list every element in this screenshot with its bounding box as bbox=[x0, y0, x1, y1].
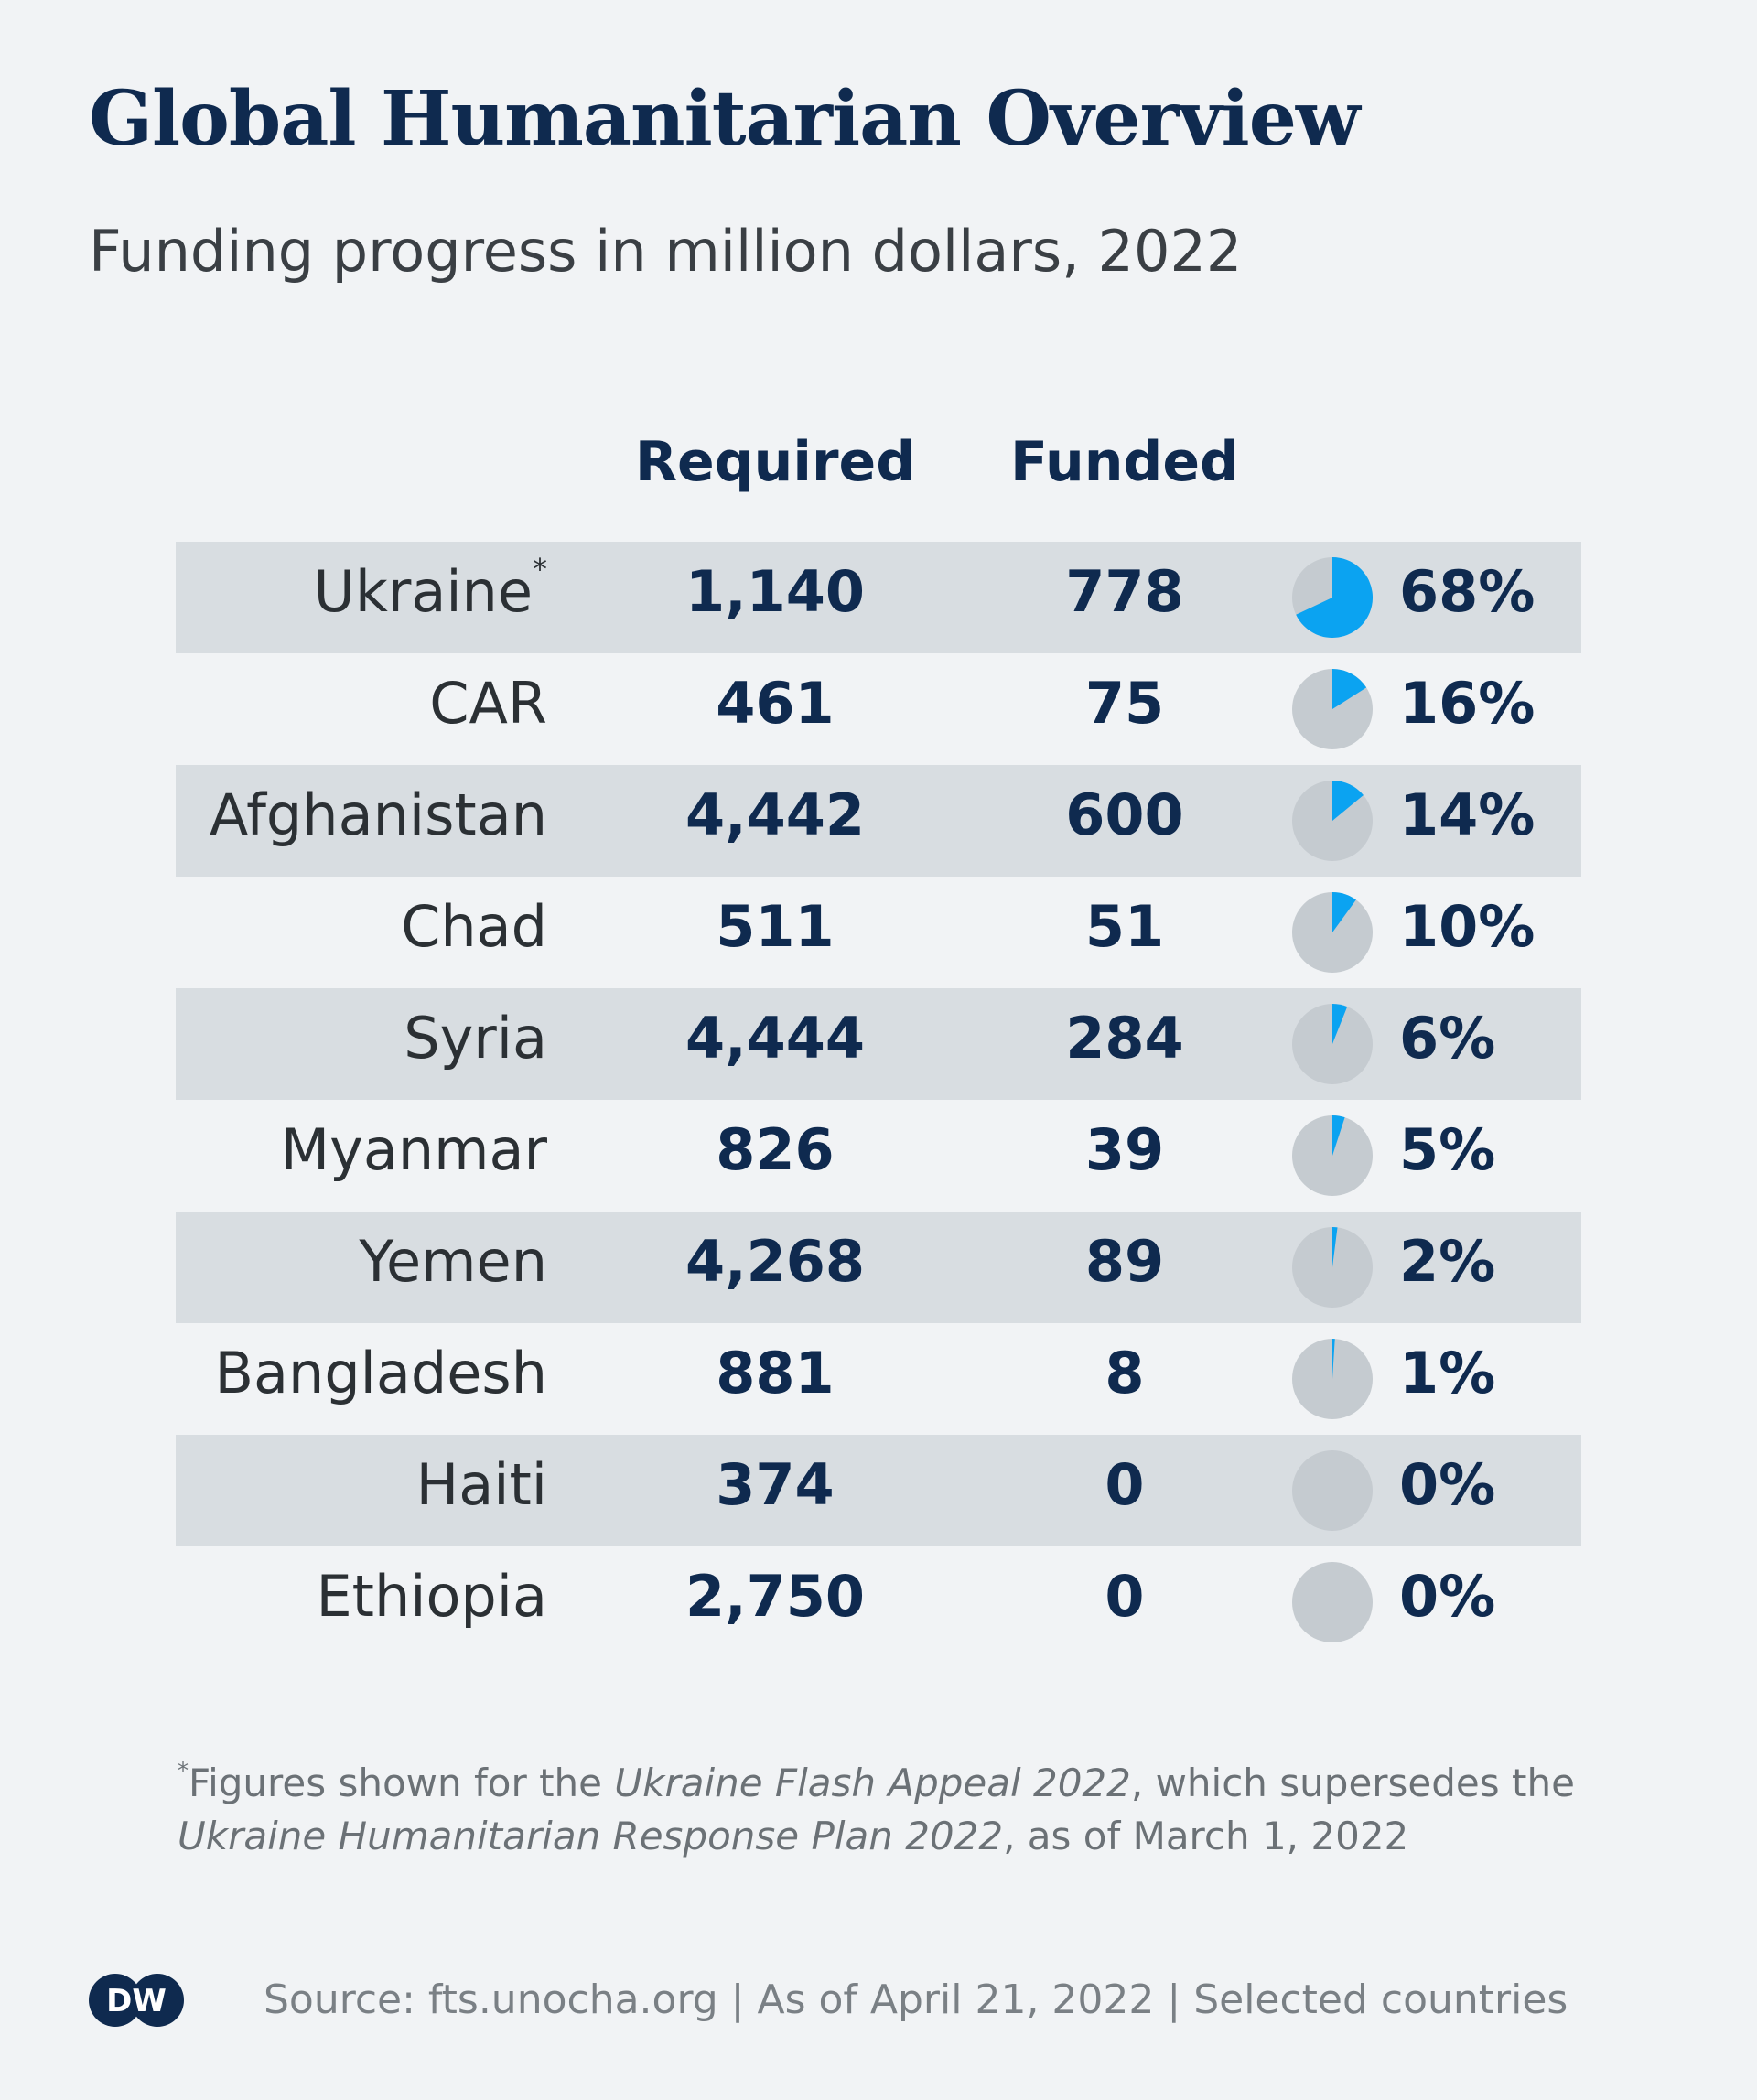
source-line: Source: fts.unocha.org | As of April 21,… bbox=[264, 1976, 1568, 2023]
country-name: Myanmar bbox=[280, 1116, 547, 1183]
funded-percent: 14% bbox=[1399, 781, 1536, 848]
funded-percent: 0% bbox=[1399, 1451, 1496, 1518]
funding-pie bbox=[1292, 892, 1373, 973]
country-label: Ukraine* bbox=[176, 542, 547, 653]
footnote-marker: * bbox=[178, 1758, 189, 1783]
funded-value: 75 bbox=[1084, 670, 1165, 737]
funded-percent: 2% bbox=[1399, 1228, 1496, 1295]
country-label: Syria bbox=[176, 988, 547, 1100]
funding-pie bbox=[1292, 1562, 1373, 1642]
footnote: *Figures shown for the Ukraine Flash App… bbox=[178, 1757, 1605, 1863]
table-row: Myanmar 826 39 5% bbox=[176, 1100, 1581, 1212]
table-row: Haiti 374 0 0% bbox=[176, 1435, 1581, 1546]
required-value: 2,750 bbox=[684, 1563, 866, 1630]
footnote-marker: * bbox=[533, 552, 547, 587]
country-name: Haiti bbox=[415, 1451, 547, 1518]
pie-background bbox=[1292, 1562, 1373, 1642]
funded-value: 284 bbox=[1065, 1005, 1184, 1072]
table-row: Yemen 4,268 89 2% bbox=[176, 1212, 1581, 1323]
footnote-italic-1: Ukraine Flash Appeal 2022 bbox=[614, 1761, 1131, 1805]
pie-funded-slice bbox=[1296, 557, 1373, 638]
country-label: Haiti bbox=[176, 1435, 547, 1546]
required-value: 881 bbox=[716, 1340, 835, 1406]
country-name: Ukraine bbox=[313, 558, 533, 625]
table-row: Bangladesh 881 8 1% bbox=[176, 1323, 1581, 1435]
column-header-required: Required bbox=[634, 430, 916, 494]
country-name: Chad bbox=[401, 893, 547, 960]
required-value: 1,140 bbox=[684, 558, 866, 625]
funded-value: 0 bbox=[1105, 1563, 1145, 1630]
footnote-text-2: , which supersedes the bbox=[1130, 1761, 1575, 1805]
funding-pie bbox=[1292, 1339, 1373, 1419]
funded-percent: 6% bbox=[1399, 1005, 1496, 1072]
funded-percent: 10% bbox=[1399, 893, 1536, 960]
country-name: Syria bbox=[404, 1005, 547, 1072]
funded-value: 600 bbox=[1065, 781, 1184, 848]
pie-funded-slice bbox=[1332, 892, 1356, 932]
country-label: Bangladesh bbox=[176, 1323, 548, 1435]
pie-funded-slice bbox=[1332, 1115, 1345, 1156]
dw-logo-left-circle bbox=[89, 1974, 142, 2027]
pie-funded-slice bbox=[1332, 781, 1364, 821]
pie-background bbox=[1292, 1450, 1373, 1531]
column-header-funded: Funded bbox=[1009, 430, 1240, 494]
footnote-text-1: Figures shown for the bbox=[189, 1761, 615, 1805]
funding-pie bbox=[1292, 669, 1373, 749]
country-name: Yemen bbox=[359, 1228, 547, 1295]
funded-percent: 68% bbox=[1399, 558, 1536, 625]
funding-pie bbox=[1292, 1004, 1373, 1084]
required-value: 461 bbox=[716, 670, 835, 737]
country-name: Afghanistan bbox=[209, 781, 547, 848]
country-name: Bangladesh bbox=[214, 1340, 548, 1406]
dw-logo-right-circle bbox=[131, 1974, 184, 2027]
table-row: Ukraine* 1,140 778 68% bbox=[176, 542, 1581, 653]
funded-percent: 16% bbox=[1399, 670, 1536, 737]
funded-value: 89 bbox=[1084, 1228, 1165, 1295]
country-label: CAR bbox=[176, 653, 547, 765]
country-label: Yemen bbox=[176, 1212, 547, 1323]
funding-pie bbox=[1292, 1227, 1373, 1308]
chart-subtitle: Funding progress in million dollars, 202… bbox=[89, 218, 1243, 285]
pie-funded-slice bbox=[1332, 1227, 1338, 1267]
table-row: CAR 461 75 16% bbox=[176, 653, 1581, 765]
funded-value: 8 bbox=[1105, 1340, 1145, 1406]
funding-pie bbox=[1292, 1115, 1373, 1196]
pie-funded-slice bbox=[1332, 1004, 1348, 1044]
funded-value: 778 bbox=[1065, 558, 1184, 625]
chart-title: Global Humanitarian Overview bbox=[89, 75, 1360, 163]
dw-logo: DW bbox=[89, 1974, 184, 2027]
table-row: Afghanistan 4,442 600 14% bbox=[176, 765, 1581, 877]
country-label: Ethiopia bbox=[176, 1546, 547, 1658]
table-row: Ethiopia 2,750 0 0% bbox=[176, 1546, 1581, 1658]
country-label: Chad bbox=[176, 877, 547, 988]
pie-funded-slice bbox=[1332, 669, 1367, 709]
funding-pie bbox=[1292, 781, 1373, 861]
pie-funded-slice bbox=[1332, 1339, 1335, 1379]
country-name: Ethiopia bbox=[316, 1563, 547, 1630]
required-value: 4,442 bbox=[684, 781, 866, 848]
funding-pie bbox=[1292, 1450, 1373, 1531]
funding-pie bbox=[1292, 557, 1373, 638]
table-row: Syria 4,444 284 6% bbox=[176, 988, 1581, 1100]
required-value: 511 bbox=[716, 893, 835, 960]
funded-value: 39 bbox=[1084, 1116, 1165, 1183]
country-label: Afghanistan bbox=[176, 765, 547, 877]
footnote-italic-2: Ukraine Humanitarian Response Plan 2022 bbox=[178, 1814, 1004, 1858]
required-value: 826 bbox=[716, 1116, 835, 1183]
footnote-text-3: , as of March 1, 2022 bbox=[1003, 1814, 1409, 1858]
required-value: 4,444 bbox=[684, 1005, 866, 1072]
country-label: Myanmar bbox=[176, 1100, 547, 1212]
funded-percent: 0% bbox=[1399, 1563, 1496, 1630]
funded-value: 51 bbox=[1084, 893, 1165, 960]
country-name: CAR bbox=[429, 670, 547, 737]
funded-value: 0 bbox=[1105, 1451, 1145, 1518]
table-row: Chad 511 51 10% bbox=[176, 877, 1581, 988]
dw-logo-text: DW bbox=[106, 1983, 167, 2019]
funded-percent: 5% bbox=[1399, 1116, 1496, 1183]
required-value: 374 bbox=[716, 1451, 835, 1518]
required-value: 4,268 bbox=[684, 1228, 866, 1295]
funding-table: Ukraine* 1,140 778 68% CAR 461 75 16% Afghanista… bbox=[176, 542, 1581, 1658]
funded-percent: 1% bbox=[1399, 1340, 1496, 1406]
